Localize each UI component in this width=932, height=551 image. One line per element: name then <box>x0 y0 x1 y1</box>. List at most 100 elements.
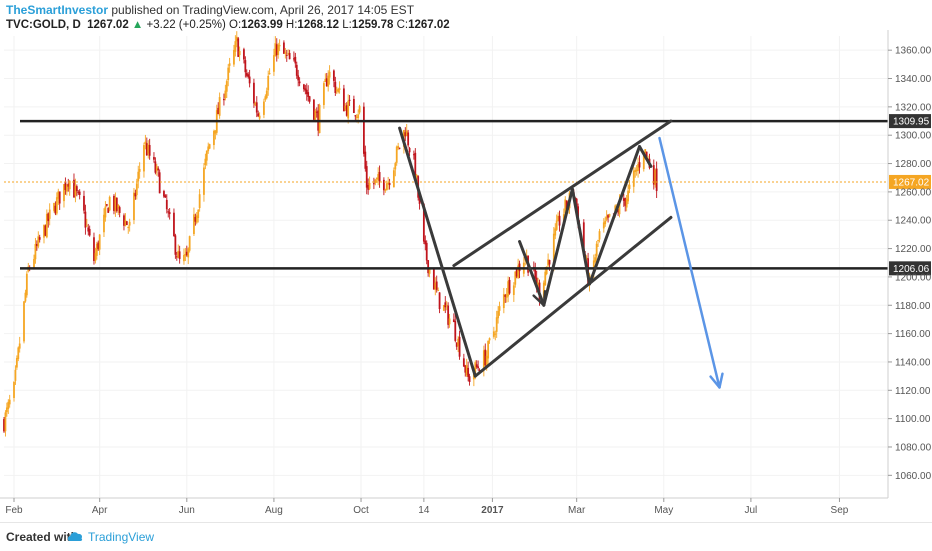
candle-body <box>515 268 518 277</box>
candle-body <box>558 215 561 226</box>
candle-body <box>495 317 498 332</box>
arrow-head <box>709 372 724 389</box>
candle-body <box>83 195 85 211</box>
candle-body <box>134 193 137 197</box>
candle-body <box>113 195 115 211</box>
candle-body <box>114 197 117 212</box>
candle-body <box>15 358 18 368</box>
candle-body <box>58 191 61 204</box>
time-tick-label: Oct <box>353 505 369 516</box>
candle-body <box>635 169 638 172</box>
candle-body <box>97 242 100 250</box>
candle-body <box>183 255 185 262</box>
candle-body <box>372 183 375 185</box>
candle-body <box>547 259 550 266</box>
trend-line <box>570 187 592 286</box>
candle-body <box>175 256 178 258</box>
candle-body <box>415 174 418 177</box>
candle-body <box>644 149 647 154</box>
open-label: O: <box>229 19 242 31</box>
candle-body <box>654 169 657 186</box>
candle-body <box>498 306 501 311</box>
candle-body <box>328 71 331 78</box>
candle-body <box>247 74 250 77</box>
candle-body <box>108 196 111 211</box>
symbol-label[interactable]: TVC:GOLD, D <box>6 19 81 31</box>
published-text: published on TradingView.com, April 26, … <box>111 3 415 17</box>
candle-body <box>38 237 41 240</box>
candle-body <box>452 319 455 323</box>
author-link[interactable]: TheSmartInvestor <box>6 3 109 17</box>
candle-body <box>334 81 337 93</box>
candle-body <box>504 294 507 297</box>
candle-body <box>437 290 440 292</box>
candle-body <box>512 285 515 295</box>
candle-body <box>17 347 20 359</box>
candle-body <box>87 227 90 232</box>
candle-body <box>602 222 605 229</box>
candle-body <box>395 146 398 163</box>
candle-body <box>324 78 327 82</box>
candle-body <box>444 302 447 308</box>
candle-body <box>634 169 637 172</box>
candle-body <box>497 310 500 319</box>
candle-body <box>225 81 228 92</box>
candle-body <box>374 179 377 184</box>
candle-body <box>214 130 217 134</box>
candle-body <box>557 215 560 222</box>
candle-body <box>18 343 21 349</box>
close-value: 1267.02 <box>408 19 450 31</box>
candle-body <box>268 73 271 75</box>
candle-body <box>605 216 608 220</box>
candle-body <box>397 145 400 148</box>
candle-body <box>34 244 37 260</box>
candle-body <box>165 199 168 210</box>
candle-body <box>95 243 98 256</box>
candle-body <box>275 44 278 56</box>
candle-body <box>93 237 95 261</box>
candle-body <box>338 88 341 90</box>
change-arrow-icon: ▲ <box>131 19 144 31</box>
candle-body <box>67 183 70 187</box>
time-tick-label: Jul <box>745 505 758 516</box>
time-tick-label: Jun <box>179 505 195 516</box>
candle-body <box>482 350 485 371</box>
candle-body <box>408 147 411 153</box>
candle-body <box>442 304 445 311</box>
candle-body <box>153 157 155 160</box>
low-label: L: <box>342 19 352 31</box>
candle-body <box>48 209 51 219</box>
candle-body <box>227 67 230 81</box>
candle-body <box>194 216 197 222</box>
trend-line <box>588 145 642 286</box>
price-tick-label: 1320.00 <box>895 102 932 113</box>
trend-line <box>452 119 673 268</box>
candle-body <box>544 271 547 286</box>
candle-body <box>617 208 619 213</box>
price-chart[interactable]: 1309.95 1206.06 1267.02 1060.00 1080.00 1100… <box>0 0 932 522</box>
tradingview-link[interactable]: TradingView <box>88 530 155 544</box>
price-tick-label: 1260.00 <box>895 187 932 198</box>
candle-body <box>288 52 291 60</box>
candle-body <box>462 358 465 367</box>
candle-body <box>195 215 198 223</box>
candle-body <box>335 89 338 91</box>
candle-body <box>224 90 227 99</box>
candle-body <box>565 200 568 210</box>
candle-body <box>624 198 627 206</box>
trend-line <box>542 187 574 307</box>
candle-body <box>487 341 490 359</box>
candle-body <box>8 399 11 405</box>
candle-body <box>64 181 67 190</box>
price-tick-label: 1280.00 <box>895 159 932 170</box>
low-value: 1259.78 <box>351 19 394 31</box>
candle-body <box>54 205 57 214</box>
candle-body <box>642 155 645 170</box>
candle-body <box>233 49 235 65</box>
candle-body <box>315 111 318 113</box>
candle-body <box>484 349 487 366</box>
candle-body <box>245 72 248 76</box>
candle-body <box>244 60 247 73</box>
close-label: C: <box>396 19 409 31</box>
candle-body <box>537 282 540 286</box>
